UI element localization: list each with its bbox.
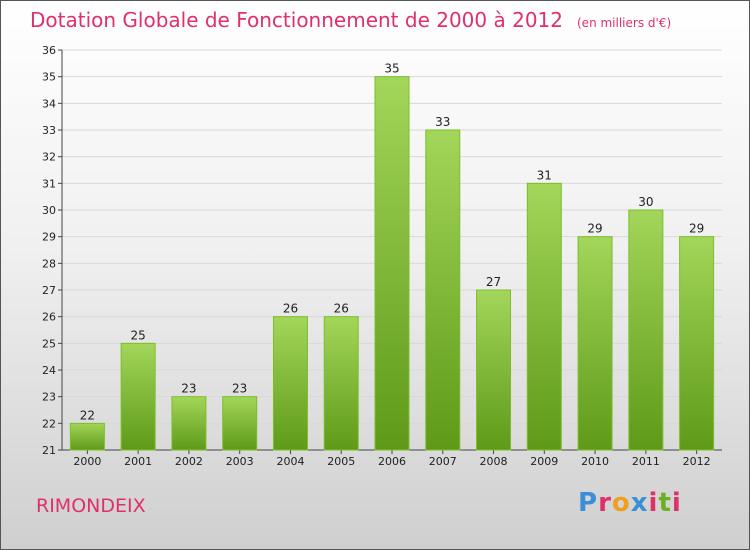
value-labels: 22 25 23 23 26 26 35 33 27 31 29 30 29 (80, 62, 705, 423)
y-tick-label: 30 (42, 204, 56, 217)
y-tick-label: 29 (42, 231, 56, 244)
y-tick-label: 28 (42, 257, 56, 270)
y-tick-label: 36 (42, 44, 56, 57)
y-tick-label: 32 (42, 151, 56, 164)
bar (222, 396, 258, 451)
y-tick-label: 23 (42, 391, 56, 404)
x-tick-label: 2006 (378, 455, 406, 468)
data-label: 22 (80, 408, 95, 422)
bar (425, 129, 461, 451)
x-tick-label: 2011 (632, 455, 660, 468)
y-tick-label: 24 (42, 364, 56, 377)
data-label: 31 (537, 168, 552, 182)
x-tick-label: 2000 (73, 455, 101, 468)
x-tick-label: 2001 (124, 455, 152, 468)
data-label: 23 (232, 382, 247, 396)
title-unit: (en milliers d'€) (577, 16, 672, 30)
data-label: 35 (384, 62, 399, 76)
logo-letter: o (611, 488, 631, 518)
chart-title: Dotation Globale de Fonctionnement de 20… (30, 8, 671, 32)
y-tick-label: 25 (42, 337, 56, 350)
bar (272, 316, 308, 451)
y-tick-label: 31 (42, 177, 56, 190)
x-tick-label: 2005 (327, 455, 355, 468)
x-tick-label: 2002 (175, 455, 203, 468)
data-label: 26 (283, 302, 298, 316)
bar (628, 209, 664, 451)
x-tick-label: 2010 (581, 455, 609, 468)
bar (69, 422, 105, 451)
data-label: 29 (587, 222, 602, 236)
x-tick-label: 2003 (226, 455, 254, 468)
y-tick-labels: 21 22 23 24 25 26 27 28 29 30 31 32 33 34 35 36 (42, 44, 56, 457)
proxiti-logo[interactable]: Proxiti (578, 488, 682, 518)
y-tick-label: 21 (42, 444, 56, 457)
title-text: Dotation Globale de Fonctionnement de 20… (30, 8, 563, 32)
x-tick-labels: 2000 2001 2002 2003 2004 2005 2006 2007 2008 2009… (73, 455, 710, 468)
bar (577, 236, 613, 451)
data-label: 33 (435, 115, 450, 129)
data-label: 25 (131, 328, 146, 342)
y-tick-label: 34 (42, 97, 56, 110)
x-tick-label: 2007 (429, 455, 457, 468)
y-tick-label: 26 (42, 311, 56, 324)
logo-letter: x (630, 488, 649, 518)
data-label: 29 (689, 222, 704, 236)
y-tick-label: 27 (42, 284, 56, 297)
logo-letter: t (658, 488, 672, 518)
bar (476, 289, 512, 451)
logo-letter: i (671, 488, 682, 518)
bar (323, 316, 359, 451)
data-label: 30 (638, 195, 653, 209)
bar (120, 342, 156, 451)
x-tick-label: 2008 (480, 455, 508, 468)
logo-letter: P (578, 488, 599, 518)
logo-letter: r (598, 488, 612, 518)
data-label: 27 (486, 275, 501, 289)
y-tick-label: 22 (42, 417, 56, 430)
x-tick-label: 2004 (276, 455, 304, 468)
bar (679, 236, 715, 451)
data-label: 26 (334, 302, 349, 316)
logo-letter: i (648, 488, 659, 518)
x-tick-label: 2012 (683, 455, 711, 468)
y-tick-label: 33 (42, 124, 56, 137)
bar (526, 182, 562, 451)
y-tick-label: 35 (42, 71, 56, 84)
bars (69, 76, 715, 451)
data-label: 23 (181, 382, 196, 396)
bar (374, 76, 410, 451)
x-tick-label: 2009 (530, 455, 558, 468)
commune-name: RIMONDEIX (36, 495, 146, 517)
bar (171, 396, 207, 451)
